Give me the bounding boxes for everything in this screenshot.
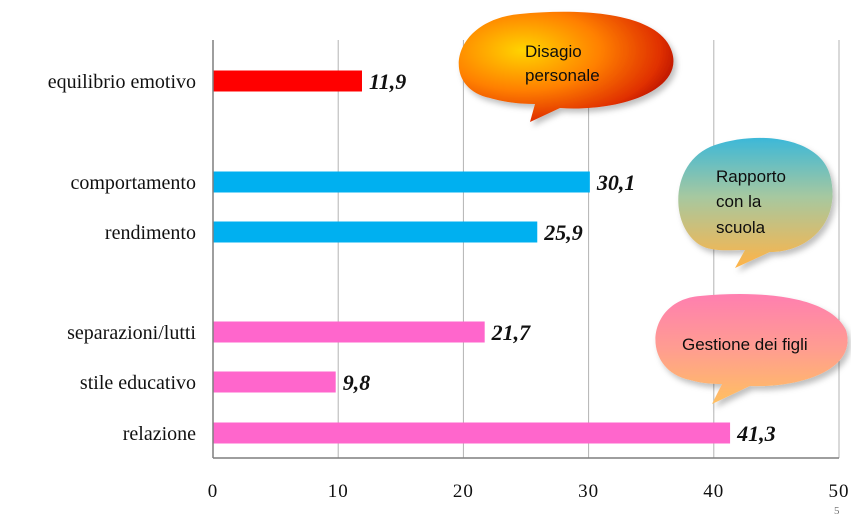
bubble-scuola-line-1: Rapporto [716, 167, 786, 186]
x-tick-label: 50 [829, 481, 850, 502]
data-label: 11,9 [369, 69, 406, 94]
category-label: rendimento [105, 222, 196, 244]
bars [213, 70, 731, 444]
x-tick-label: 30 [578, 481, 599, 502]
bubble-scuola-shape [678, 137, 833, 268]
bar [213, 221, 538, 243]
category-label: separazioni/lutti [67, 322, 196, 344]
data-label: 41,3 [736, 421, 776, 446]
category-label: equilibrio emotivo [48, 71, 196, 93]
x-tick-label: 10 [328, 481, 349, 502]
data-label: 30,1 [596, 170, 636, 195]
data-label: 21,7 [491, 320, 531, 345]
bubble-gestione-dei-figli: Gestione dei figli [655, 293, 848, 404]
bubble-disagio-shape [458, 11, 674, 122]
bubble-disagio-line-2: personale [525, 66, 600, 85]
page-number: 5 [834, 505, 840, 517]
bar [213, 321, 485, 343]
axes [212, 40, 839, 459]
svg-text:Gestione dei figli: Gestione dei figli [682, 335, 808, 354]
x-tick-labels: 0 10 20 30 40 50 [208, 481, 850, 502]
x-tick-label: 20 [453, 481, 474, 502]
x-tick-label: 40 [703, 481, 724, 502]
category-labels: equilibrio emotivo comportamento rendiment… [48, 71, 197, 445]
bubble-scuola-line-2: con la [716, 192, 762, 211]
bubble-figli-line-1: Gestione dei figli [682, 335, 808, 354]
bar [213, 422, 731, 444]
bubble-disagio-line-1: Disagio [525, 42, 582, 61]
bubble-rapporto-con-la-scuola: Rapporto con la scuola [678, 137, 833, 268]
svg-text:Disagio personale: Disagio personale [525, 42, 600, 85]
bubble-figli-shape [655, 293, 848, 404]
category-label: comportamento [70, 172, 196, 194]
category-label: stile educativo [80, 372, 196, 394]
x-tick-label: 0 [208, 481, 219, 502]
data-label: 25,9 [543, 220, 583, 245]
category-label: relazione [123, 423, 196, 445]
data-label: 9,8 [343, 370, 371, 395]
bar [213, 171, 590, 193]
bar [213, 70, 362, 92]
bar [213, 371, 336, 393]
svg-text:Rapporto con la sc: Rapporto con la scuola [716, 167, 791, 237]
data-labels: 11,9 30,1 25,9 21,7 9,8 41,3 [343, 69, 776, 446]
bubble-scuola-line-3: scuola [716, 218, 766, 237]
gridlines [337, 40, 840, 458]
bubble-disagio-personale: Disagio personale [458, 11, 674, 122]
